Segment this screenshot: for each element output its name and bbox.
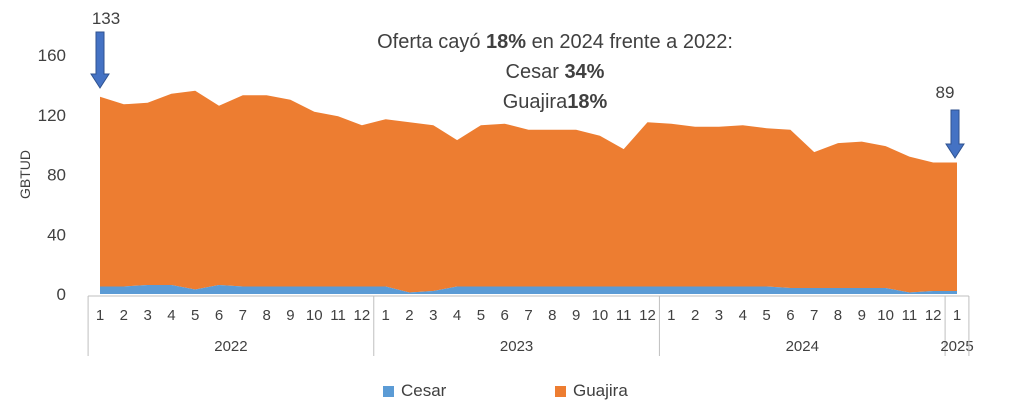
y-tick-label: 120	[38, 106, 66, 125]
x-tick-label: 3	[429, 307, 437, 324]
year-label: 2022	[214, 338, 247, 355]
series-area-guajira	[100, 90, 957, 293]
year-label: 2023	[500, 338, 533, 355]
headline-line-1: Oferta cayó 18% en 2024 frente a 2022:	[377, 31, 733, 53]
x-tick-label: 4	[167, 307, 175, 324]
legend-swatch-cesar	[383, 385, 394, 397]
x-tick-label: 7	[524, 307, 532, 324]
y-tick-label: 80	[47, 166, 66, 185]
x-tick-label: 2	[405, 307, 413, 324]
y-tick-label: 0	[57, 285, 66, 304]
x-tick-label: 11	[902, 307, 918, 324]
y-tick-label: 160	[38, 46, 66, 65]
x-tick-label: 10	[877, 307, 894, 324]
x-tick-label: 5	[762, 307, 770, 324]
x-tick-label: 6	[215, 307, 223, 324]
legend-label-cesar: Cesar	[401, 381, 447, 400]
x-tick-label: 1	[381, 307, 389, 324]
x-tick-label: 9	[572, 307, 580, 324]
x-tick-label: 12	[354, 307, 371, 324]
x-tick-label: 9	[286, 307, 294, 324]
y-axis-label: GBTUD	[17, 150, 33, 199]
x-tick-label: 5	[191, 307, 199, 324]
year-label: 2025	[940, 338, 973, 355]
x-tick-label: 2	[120, 307, 128, 324]
x-tick-label: 8	[262, 307, 270, 324]
x-tick-label: 11	[616, 307, 632, 324]
headline-line-3: Guajira18%	[502, 91, 608, 113]
series-area-cesar	[100, 285, 957, 294]
x-tick-label: 10	[306, 307, 323, 324]
legend-swatch-guajira	[555, 385, 566, 397]
x-tick-label: 12	[639, 307, 656, 324]
x-tick-label: 2	[691, 307, 699, 324]
x-tick-label: 6	[501, 307, 509, 324]
headline-line-2: Cesar 34%	[505, 61, 605, 83]
year-label: 2024	[786, 338, 819, 355]
x-tick-label: 11	[330, 307, 346, 324]
x-tick-label: 5	[477, 307, 485, 324]
end-arrow	[945, 109, 965, 159]
end-value-label: 89	[936, 83, 955, 102]
start-arrow	[90, 31, 110, 89]
legend-item-guajira: Guajira	[555, 381, 628, 401]
x-tick-label: 7	[239, 307, 247, 324]
start-value-label: 133	[92, 9, 120, 28]
x-tick-label: 6	[786, 307, 794, 324]
x-tick-label: 8	[548, 307, 556, 324]
x-tick-label: 8	[834, 307, 842, 324]
x-tick-label: 3	[715, 307, 723, 324]
x-tick-label: 1	[96, 307, 104, 324]
x-tick-label: 1	[953, 307, 961, 324]
x-tick-label: 10	[592, 307, 609, 324]
legend-label-guajira: Guajira	[573, 381, 628, 400]
x-tick-label: 4	[453, 307, 461, 324]
x-tick-label: 4	[739, 307, 747, 324]
legend-item-cesar: Cesar	[383, 381, 446, 401]
x-tick-label: 3	[143, 307, 151, 324]
headline-annotation: Oferta cayó 18% en 2024 frente a 2022: C…	[305, 27, 805, 117]
x-tick-label: 12	[925, 307, 942, 324]
x-tick-label: 1	[667, 307, 675, 324]
x-tick-label: 7	[810, 307, 818, 324]
y-tick-label: 40	[47, 225, 66, 244]
x-tick-label: 9	[858, 307, 866, 324]
